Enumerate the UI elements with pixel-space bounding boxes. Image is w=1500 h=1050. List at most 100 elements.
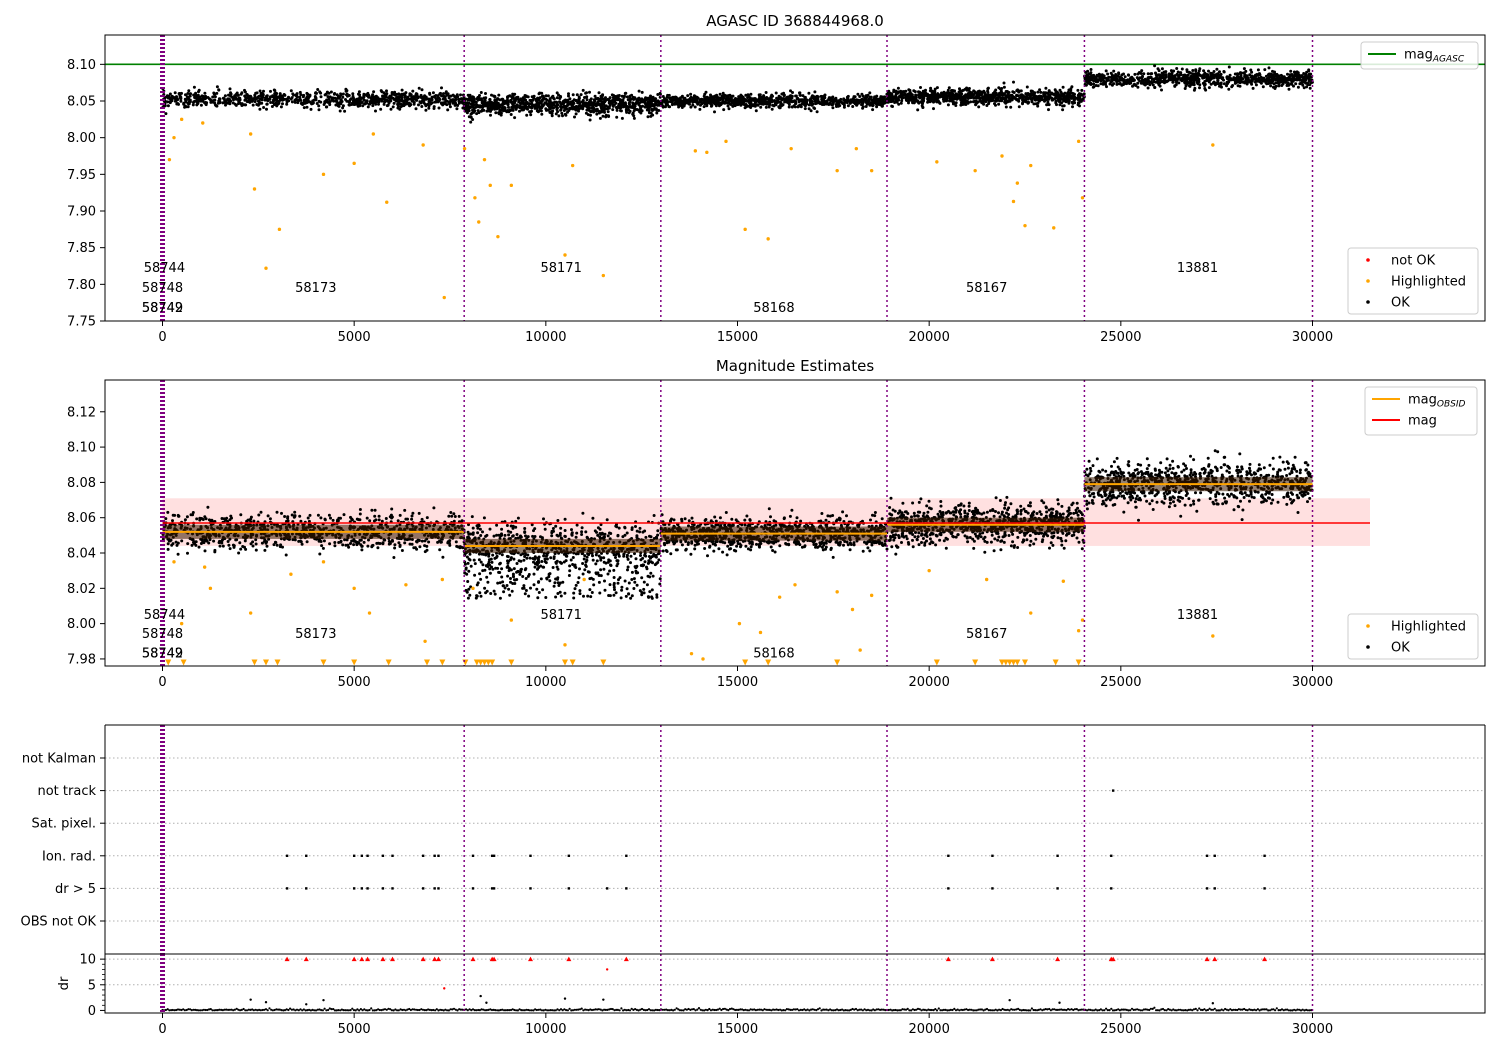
- ok-point: [1167, 74, 1171, 78]
- ok-point: [998, 87, 1002, 91]
- ok-point: [403, 508, 407, 512]
- ok-point: [820, 103, 824, 106]
- ok-point: [390, 507, 394, 511]
- ok-point: [581, 88, 585, 92]
- ok-point: [539, 100, 543, 104]
- ok-point: [632, 97, 635, 101]
- ok-point: [640, 90, 644, 94]
- ok-point: [1291, 77, 1295, 80]
- ok-point: [187, 89, 191, 93]
- ok-point: [232, 98, 235, 102]
- ok-point: [485, 109, 489, 113]
- ok-point: [1184, 76, 1188, 80]
- ok-point: [520, 108, 524, 112]
- ok-point: [259, 510, 263, 514]
- ok-point: [1123, 75, 1127, 79]
- ok-point: [166, 510, 170, 514]
- ok-point: [868, 103, 872, 107]
- ok-point: [1129, 77, 1132, 81]
- ok-point: [351, 94, 355, 98]
- ok-point: [793, 105, 797, 109]
- ok-point: [943, 92, 947, 96]
- ok-point: [1239, 76, 1243, 80]
- ok-point: [763, 102, 767, 106]
- obsid-label: 13881: [1177, 261, 1218, 276]
- ok-point: [744, 98, 748, 102]
- ok-point: [513, 92, 517, 96]
- ok-point: [1285, 83, 1289, 87]
- ok-point: [457, 514, 461, 518]
- highlighted-point: [869, 168, 874, 173]
- ok-point: [861, 105, 865, 109]
- ok-point: [646, 115, 650, 119]
- highlighted-point: [385, 200, 389, 204]
- ok-point: [759, 105, 763, 109]
- ok-point: [423, 94, 427, 98]
- ok-point: [184, 93, 187, 97]
- ok-point: [809, 100, 813, 104]
- ok-point: [1277, 84, 1281, 88]
- ok-point: [636, 101, 640, 105]
- ok-point: [1273, 87, 1277, 90]
- highlighted-point: [854, 146, 859, 151]
- ok-point: [189, 92, 193, 96]
- ok-point: [393, 543, 397, 547]
- ok-point: [530, 109, 533, 113]
- ok-point: [1162, 70, 1166, 74]
- ok-point: [227, 97, 231, 101]
- ok-point: [1132, 83, 1136, 87]
- ok-point: [448, 105, 452, 109]
- ok-point: [534, 103, 537, 107]
- ok-point: [203, 515, 207, 519]
- ok-point: [954, 101, 958, 105]
- ok-point: [397, 95, 400, 99]
- ok-point: [243, 90, 247, 94]
- ok-point: [611, 108, 615, 112]
- ok-point: [309, 107, 313, 111]
- ok-point: [1075, 96, 1079, 100]
- ok-point: [809, 97, 813, 101]
- ok-point: [211, 99, 215, 103]
- ok-point: [321, 546, 325, 550]
- ok-point: [368, 100, 372, 104]
- ok-point: [710, 103, 714, 107]
- ok-point: [811, 102, 815, 106]
- ok-point: [1218, 70, 1221, 74]
- ok-point: [1042, 93, 1046, 97]
- ok-point: [466, 98, 470, 102]
- ok-point: [860, 92, 864, 96]
- ok-point: [1012, 80, 1015, 84]
- ok-point: [916, 108, 920, 112]
- ok-point: [1210, 72, 1214, 75]
- ok-point: [333, 544, 337, 548]
- agasc-panel: AGASC ID 368844968.058744587485874258749…: [67, 12, 1486, 345]
- ok-point: [430, 96, 434, 100]
- ok-point: [803, 104, 807, 108]
- ok-point: [281, 102, 284, 106]
- ok-point: [427, 106, 431, 110]
- ok-point: [921, 102, 924, 106]
- highlighted-point: [1000, 154, 1004, 158]
- ok-point: [606, 105, 610, 109]
- ok-point: [1236, 79, 1240, 83]
- ok-point: [1067, 88, 1071, 92]
- ok-point: [1142, 78, 1146, 82]
- ok-point: [623, 101, 627, 105]
- ok-point: [1198, 86, 1201, 90]
- highlighted-point: [482, 157, 487, 162]
- ok-point: [1063, 98, 1066, 101]
- ok-point: [628, 102, 631, 106]
- ok-point: [384, 517, 388, 520]
- highlighted-point: [743, 227, 747, 232]
- ok-point: [411, 89, 415, 93]
- ok-point: [453, 95, 457, 99]
- ok-point: [798, 91, 802, 95]
- ok-point: [990, 93, 994, 97]
- ok-point: [1191, 69, 1195, 72]
- ok-point: [1070, 100, 1074, 104]
- ok-point: [280, 97, 284, 101]
- ok-point: [1294, 82, 1298, 86]
- ok-point: [1269, 84, 1273, 88]
- ok-point: [557, 114, 561, 118]
- ok-point: [398, 513, 402, 517]
